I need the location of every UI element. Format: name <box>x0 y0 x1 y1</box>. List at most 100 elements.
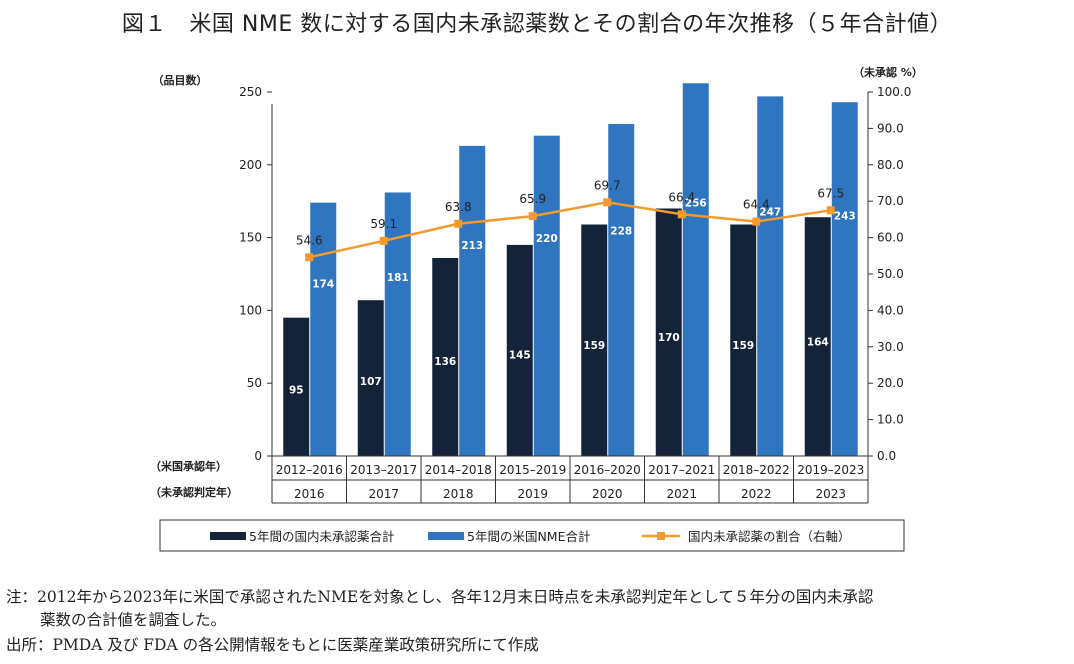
bar-label-us: 228 <box>610 225 632 237</box>
bar-label-domestic: 164 <box>807 336 829 348</box>
x-row2-title: （未承認判定年） <box>150 485 238 499</box>
right-tick-label: 50.0 <box>877 267 904 281</box>
bar-us-nme <box>682 83 709 456</box>
category-label-year: 2018 <box>443 487 474 501</box>
bar-domestic-unapproved <box>283 317 310 456</box>
category-label-year: 2017 <box>368 487 399 501</box>
left-axis-title: （品目数） <box>153 73 208 87</box>
ratio-data-label: 54.6 <box>296 233 323 247</box>
legend: 5年間の国内未承認薬合計 5年間の米国NME合計 国内未承認薬の割合（右軸） <box>159 519 905 552</box>
bar-label-domestic: 95 <box>289 385 304 397</box>
ratio-data-label: 67.5 <box>817 186 844 200</box>
ratio-point-marker <box>752 217 761 226</box>
left-tick-label: 0 <box>254 449 262 463</box>
ratio-data-label: 64.4 <box>743 198 770 212</box>
bar-us-nme <box>831 102 858 456</box>
left-tick-label: 250 <box>239 85 262 99</box>
bar-us-nme <box>459 145 486 456</box>
category-label-year: 2016 <box>294 487 325 501</box>
right-tick-label: 100.0 <box>877 85 911 99</box>
right-tick-label: 20.0 <box>877 376 904 390</box>
category-label-year: 2021 <box>666 487 697 501</box>
bar-label-domestic: 136 <box>434 356 456 368</box>
legend-swatch-ratio-marker <box>657 532 665 540</box>
x-row1-title: （米国承認年） <box>150 459 227 473</box>
note-line-2: 薬数の合計値を調査した。 <box>40 611 227 629</box>
category-label-period: 2017–2021 <box>648 463 715 477</box>
bar-domestic-unapproved <box>655 208 682 456</box>
legend-label-us: 5年間の米国NME合計 <box>467 529 591 544</box>
bar-domestic-unapproved <box>432 257 459 456</box>
legend-box <box>159 519 905 552</box>
ratio-data-label: 66.4 <box>668 190 695 204</box>
category-label-year: 2023 <box>815 487 846 501</box>
bar-label-us: 247 <box>759 206 781 218</box>
legend-swatch-us <box>428 532 464 540</box>
category-label-year: 2022 <box>741 487 772 501</box>
ratio-point-marker <box>528 212 537 221</box>
legend-label-domestic: 5年間の国内未承認薬合計 <box>249 529 394 544</box>
right-tick-label: 80.0 <box>877 158 904 172</box>
labels: 95 174 2012–2016 2016 107 181 2013–2017 2017 136… <box>276 178 865 501</box>
legend-swatch-domestic <box>210 532 246 540</box>
ratio-point-marker <box>603 198 612 207</box>
bar-label-us: 213 <box>461 240 483 252</box>
bars <box>283 83 858 457</box>
right-tick-label: 70.0 <box>877 194 904 208</box>
bar-us-nme <box>384 192 411 457</box>
right-tick-label: 0.0 <box>877 449 896 463</box>
bar-us-nme <box>533 135 560 456</box>
bar-domestic-unapproved <box>506 244 533 456</box>
bar-domestic-unapproved <box>730 224 757 456</box>
bar-label-us: 256 <box>685 198 707 210</box>
right-tick-label: 40.0 <box>877 303 904 317</box>
bar-label-domestic: 159 <box>583 340 605 352</box>
ratio-point-marker <box>305 253 314 262</box>
left-tick-label: 150 <box>239 231 262 245</box>
ratio-data-label: 65.9 <box>519 192 546 206</box>
category-label-period: 2013–2017 <box>350 463 417 477</box>
right-axis-title: （未承認 %） <box>853 65 923 79</box>
ratio-point-marker <box>826 206 835 215</box>
bar-domestic-unapproved <box>581 224 608 456</box>
bar-us-nme <box>757 96 784 457</box>
figure-title: 図１ 米国 NME 数に対する国内未承認薬数とその割合の年次推移（５年合計値） <box>121 12 953 37</box>
left-tick-label: 50 <box>247 376 262 390</box>
bar-label-domestic: 159 <box>732 340 754 352</box>
bar-domestic-unapproved <box>357 300 384 456</box>
source-line: 出所：PMDA 及び FDA の各公開情報をもとに医薬産業政策研究所にて作成 <box>6 636 539 654</box>
bar-label-domestic: 170 <box>658 332 680 344</box>
bar-label-us: 220 <box>536 233 558 245</box>
bar-domestic-unapproved <box>804 217 831 456</box>
category-label-period: 2019–2023 <box>797 463 864 477</box>
ratio-point-marker <box>379 236 388 245</box>
left-tick-label: 200 <box>239 158 262 172</box>
category-label-period: 2015–2019 <box>499 463 566 477</box>
right-tick-label: 90.0 <box>877 121 904 135</box>
ratio-line <box>305 198 835 262</box>
category-label-period: 2014–2018 <box>425 463 492 477</box>
note-line-1: 注：2012年から2023年に米国で承認されたNMEを対象とし、各年12月末日時… <box>6 588 874 606</box>
bar-label-domestic: 145 <box>509 350 531 362</box>
ratio-data-label: 69.7 <box>594 178 621 192</box>
bar-label-domestic: 107 <box>360 376 382 388</box>
ratio-point-marker <box>454 219 463 228</box>
category-label-period: 2012–2016 <box>276 463 343 477</box>
ratio-point-marker <box>677 210 686 219</box>
category-label-period: 2018–2022 <box>723 463 790 477</box>
right-tick-label: 60.0 <box>877 231 904 245</box>
category-label-year: 2020 <box>592 487 623 501</box>
right-tick-label: 30.0 <box>877 340 904 354</box>
category-label-period: 2016–2020 <box>574 463 641 477</box>
legend-label-ratio: 国内未承認薬の割合（右軸） <box>688 529 851 544</box>
right-tick-label: 10.0 <box>877 413 904 427</box>
bar-label-us: 243 <box>834 210 856 222</box>
ratio-data-label: 63.8 <box>445 200 472 214</box>
bar-us-nme <box>310 202 337 456</box>
bar-label-us: 181 <box>387 272 409 284</box>
ratio-polyline <box>308 201 831 259</box>
left-tick-label: 100 <box>239 303 262 317</box>
bar-us-nme <box>608 124 635 457</box>
bar-label-us: 174 <box>312 279 334 291</box>
